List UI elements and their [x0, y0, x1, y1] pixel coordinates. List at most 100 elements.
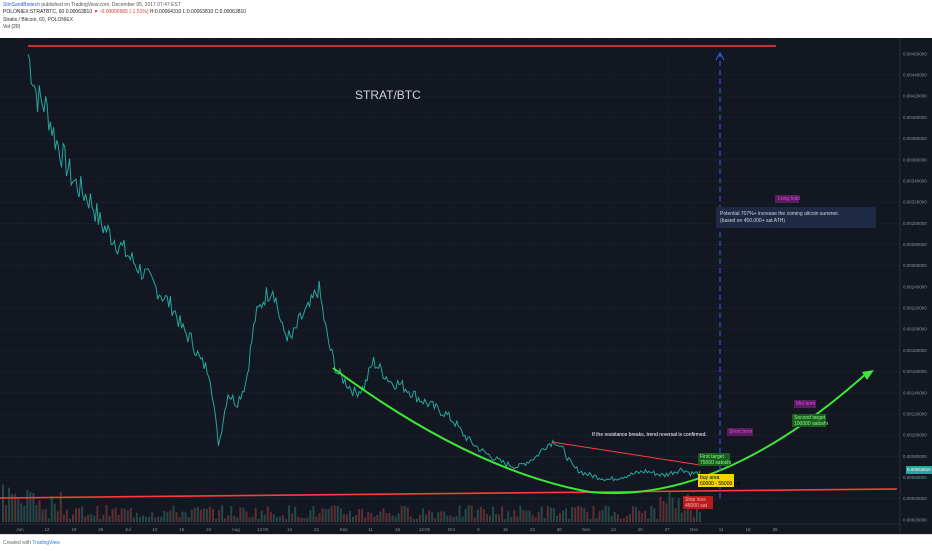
resistance-note: If the resistance breaks, trend reversal… [592, 432, 707, 438]
volume-bar [72, 514, 74, 522]
volume-bar [519, 505, 522, 522]
volume-bar [96, 506, 99, 522]
ohlc-text: H:0.00064310 L:0.00063810 C:0.00063810 [149, 9, 247, 15]
time-tick-label: 26 [98, 527, 104, 532]
long-hold-label: Long hold [778, 196, 800, 202]
volume-bar [105, 505, 108, 522]
volume-bar [181, 511, 184, 522]
volume-bar [546, 506, 549, 522]
potential-label-bg [716, 207, 876, 228]
volume-bar [431, 512, 434, 522]
volume-bar [14, 493, 17, 522]
mid-term-label: Mid term [796, 401, 816, 407]
volume-bar [78, 508, 81, 522]
time-tick-label: 24 [206, 527, 212, 532]
volume-bar [169, 510, 172, 522]
volume-bar [11, 493, 14, 522]
last-price-label: 0.00063810 [907, 467, 931, 472]
volume-bar [455, 516, 458, 522]
volume-bar [650, 505, 653, 522]
volume-bar [62, 514, 65, 522]
author-link[interactable]: StinSandBiotech [3, 2, 40, 8]
volume-bar [616, 514, 619, 522]
volume-indicator-label[interactable]: Vol (20) [3, 24, 21, 30]
volume-bar [513, 509, 516, 522]
volume-bar [589, 518, 592, 522]
volume-bar [370, 513, 373, 522]
volume-bar [342, 514, 345, 522]
volume-bar [236, 517, 239, 522]
volume-bar [352, 516, 354, 522]
price-tick-label: 0.00320000 [903, 200, 927, 205]
time-tick-label: Aug [232, 527, 241, 532]
price-axis-labels: 0.00460000 0.00440000 0.00420000 0.00400000… [903, 51, 927, 522]
volume-bar [193, 507, 196, 522]
volume-bar [537, 512, 540, 522]
volume-bar [272, 514, 275, 522]
stop-loss-value: 45000 sat [685, 503, 707, 509]
volume-bar [257, 518, 260, 522]
volume-bar [111, 509, 114, 522]
first-target-label: First target [700, 454, 724, 460]
volume-bar [534, 517, 537, 522]
downtrend-resistance-line [551, 441, 701, 466]
footer-credit: Created with TradingView [3, 540, 60, 546]
volume-bar [662, 500, 665, 522]
volume-bar [656, 518, 659, 522]
time-tick-label: 18 [746, 527, 752, 532]
series-title: Stratis / Bitcoin, 60, POLONIEX [3, 17, 74, 23]
publish-text: published on TradingView.com, December 0… [41, 2, 181, 8]
time-tick-label: 20 [638, 527, 644, 532]
price-tick-label: 0.00200000 [903, 327, 927, 332]
volume-bar [485, 514, 488, 522]
price-tick-label: 0.00020000 [903, 517, 927, 522]
volume-bar [507, 511, 510, 522]
volume-bar [692, 516, 695, 522]
volume-bar [126, 510, 129, 522]
volume-bar [208, 506, 211, 522]
price-tick-label: 0.00120000 [903, 411, 927, 416]
volume-bar [297, 516, 300, 522]
time-tick-label: Nov [582, 527, 591, 532]
change-text: ▼ -0.00000965 (-1.51%) [93, 9, 149, 15]
volume-bar [571, 506, 574, 522]
volume-bar [580, 506, 583, 522]
time-tick-label: 11 [719, 527, 724, 532]
stop-loss-label: Stop loss [685, 497, 706, 503]
price-tick-label: 0.00160000 [903, 369, 927, 374]
first-target-value: 75000 satoshi [700, 460, 732, 466]
volume-bar [531, 515, 534, 522]
price-tick-label: 0.00100000 [903, 433, 927, 438]
volume-bar [565, 508, 568, 522]
time-tick-label: 16 [503, 527, 509, 532]
buy-area-bg [698, 474, 734, 487]
volume-bar [458, 505, 461, 522]
volume-bar [44, 509, 47, 522]
volume-bar [129, 507, 132, 522]
volume-bar [248, 517, 251, 522]
time-tick-label: 11 [368, 527, 373, 532]
volume-bar [184, 512, 187, 522]
volume-bar [75, 508, 78, 522]
volume-bar [142, 515, 144, 522]
volume-bar [224, 518, 227, 522]
volume-bar [583, 508, 586, 522]
volume-bar [32, 493, 35, 522]
short-term-label-bg [727, 428, 753, 436]
volume-bar [415, 518, 418, 522]
volume-bar [212, 509, 214, 522]
volume-bar [635, 507, 638, 522]
volume-bar [683, 510, 686, 522]
volume-bar [132, 517, 135, 522]
time-tick-label: 27 [665, 527, 671, 532]
volume-bar [26, 489, 29, 522]
volume-bar [99, 518, 102, 522]
tradingview-logo-text[interactable]: TradingView [32, 540, 60, 546]
volume-bar [406, 507, 409, 522]
volume-bar [53, 503, 56, 522]
volume-bar [333, 505, 336, 522]
price-tick-label: 0.00280000 [903, 242, 927, 247]
volume-bar [151, 512, 154, 522]
volume-bar [90, 514, 93, 522]
